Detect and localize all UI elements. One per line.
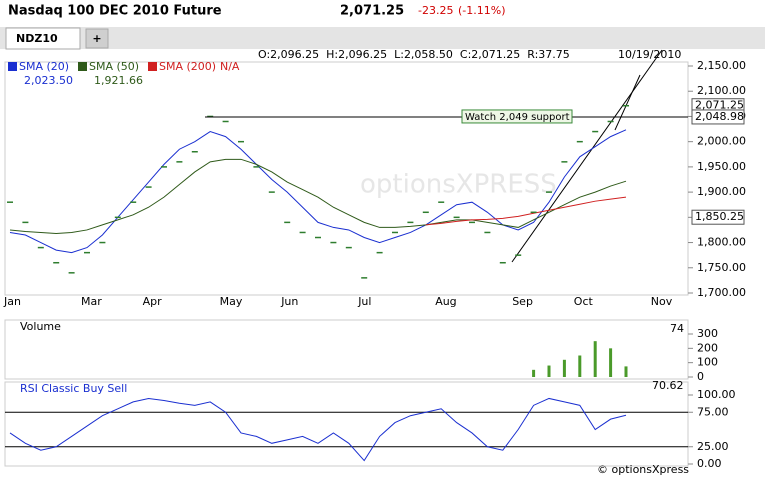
price-label: 2,071.25 (695, 99, 744, 112)
volume-bar (624, 366, 628, 377)
add-tab[interactable] (85, 28, 109, 49)
annotation: Watch 2,049 support (465, 112, 570, 123)
tab-label[interactable]: NDZ10 (16, 32, 58, 45)
change-pct: (-1.11%) (458, 4, 506, 17)
last-price: 2,071.25 (340, 4, 404, 19)
rsi-panel (4, 381, 689, 467)
y-tick-label: 0.00 (697, 457, 722, 470)
y-tick-label: 2,100.00 (697, 84, 746, 97)
y-tick-label: 100 (697, 356, 718, 369)
volume-panel (4, 319, 689, 380)
legend-swatch (78, 62, 87, 71)
volume-bar (578, 355, 582, 377)
change: -23.25 (418, 4, 453, 17)
price-label: 2,048.98 (695, 110, 744, 123)
y-tick-label: 1,800.00 (697, 236, 746, 249)
trend-line (614, 74, 641, 131)
x-tick-label: Aug (435, 295, 456, 308)
y-tick-label: 300 (697, 327, 718, 340)
watermark: optionsXPRESS (360, 170, 557, 200)
x-tick-label: Oct (574, 295, 594, 308)
price-panel (4, 61, 689, 296)
legend-value: 1,921.66 (94, 74, 143, 87)
sma-line (9, 129, 627, 254)
volume-bar (547, 365, 551, 377)
legend-swatch (148, 62, 157, 71)
price-label-box (691, 109, 745, 125)
y-tick-label: 1,950.00 (697, 160, 746, 173)
tab-bar (0, 27, 765, 49)
rsi-line (9, 397, 627, 462)
y-tick-label: 200 (697, 341, 718, 354)
add-tab-label[interactable]: + (92, 32, 101, 45)
x-tick-label: May (220, 295, 243, 308)
y-tick-label: 75.00 (697, 405, 729, 418)
trend-line (511, 49, 663, 263)
legend-label: SMA (200) (159, 60, 216, 73)
title: Nasdaq 100 DEC 2010 Future (8, 4, 222, 19)
y-tick-label: 0 (697, 370, 704, 383)
annotation-box (461, 109, 573, 124)
ohlc: O:2,096.25 H:2,096.25 L:2,058.50 C:2,071… (258, 48, 570, 61)
legend-value: N/A (220, 60, 240, 73)
tab[interactable] (5, 27, 81, 50)
y-tick-label: 1,700.00 (697, 286, 746, 299)
y-tick-label: 2,000.00 (697, 135, 746, 148)
panel-title: Volume (20, 320, 61, 333)
sma-line (9, 158, 627, 234)
volume-bar (593, 341, 597, 377)
date: 10/19/2010 (618, 48, 681, 61)
price-label: 1,850.25 (695, 210, 744, 223)
y-tick-label: 1,750.00 (697, 261, 746, 274)
x-tick-label: Mar (81, 295, 102, 308)
x-tick-label: Sep (512, 295, 533, 308)
legend-label: SMA (20) (19, 60, 69, 73)
panel-title: RSI Classic Buy Sell (20, 382, 127, 395)
x-tick-label: Nov (651, 295, 673, 308)
legend-value: 2,023.50 (24, 74, 73, 87)
volume-bar (609, 348, 613, 377)
last-label: 74 (670, 322, 684, 335)
sma-line (425, 196, 627, 226)
price-label-box (691, 209, 745, 225)
x-tick-label: Jun (280, 295, 298, 308)
y-tick-label: 25.00 (697, 440, 729, 453)
last-label: 70.62 (652, 379, 684, 392)
y-tick-label: 100.00 (697, 388, 736, 401)
y-tick-label: 2,150.00 (697, 59, 746, 72)
copyright: © optionsXpress (597, 463, 689, 476)
legend-label: SMA (50) (89, 60, 139, 73)
y-tick-label: 1,900.00 (697, 185, 746, 198)
legend-swatch (8, 62, 17, 71)
volume-bar (532, 369, 536, 377)
volume-bar (562, 359, 566, 377)
x-tick-label: Apr (143, 295, 163, 308)
x-tick-label: Jul (357, 295, 371, 308)
x-tick-label: Jan (3, 295, 21, 308)
